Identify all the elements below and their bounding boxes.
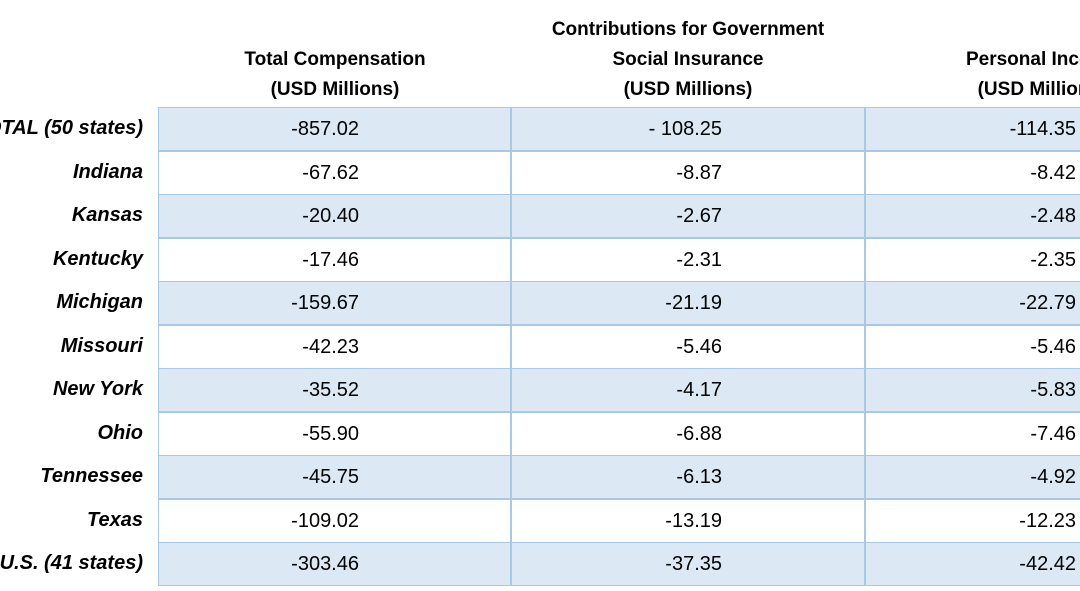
value-cell: -2.35 bbox=[865, 237, 1080, 282]
column-header: Contributions for Government Social Insur… bbox=[488, 15, 888, 105]
value-cell: -109.02 bbox=[158, 498, 511, 543]
value-cell: -2.48 bbox=[865, 194, 1080, 238]
value-cell: -12.23 bbox=[865, 498, 1080, 543]
header-line: (USD Millions) bbox=[623, 79, 753, 100]
value-cell: -5.83 bbox=[865, 368, 1080, 412]
value-cell: -6.88 bbox=[511, 411, 865, 456]
value-cell: -42.23 bbox=[158, 324, 511, 369]
value-cell: -21.19 bbox=[511, 281, 865, 325]
row-label: Tennessee bbox=[40, 465, 143, 487]
row-label: New York bbox=[52, 378, 143, 400]
value-cell: -22.79 bbox=[865, 281, 1080, 325]
value-cell: -37.35 bbox=[511, 542, 865, 586]
value-cell: -303.46 bbox=[158, 542, 511, 586]
value-cell: -5.46 bbox=[511, 324, 865, 369]
value-cell: -2.67 bbox=[511, 194, 865, 238]
value-cell: -159.67 bbox=[158, 281, 511, 325]
header-line: (USD Millions) bbox=[270, 79, 400, 100]
value-cell: -8.42 bbox=[865, 150, 1080, 195]
value-cell: -13.19 bbox=[511, 498, 865, 543]
header-line: Contributions for Government bbox=[551, 19, 825, 40]
row-label: Kentucky bbox=[52, 247, 143, 270]
header-line: Total Compensation bbox=[244, 49, 426, 70]
header-line: Social Insurance bbox=[612, 49, 764, 70]
value-cell: -35.52 bbox=[158, 368, 511, 412]
value-cell: -857.02 bbox=[158, 107, 511, 151]
value-cell: -8.87 bbox=[511, 150, 865, 195]
header-line: Personal Income bbox=[965, 49, 1080, 70]
row-label: Indiana bbox=[72, 160, 143, 183]
value-cell: -45.75 bbox=[158, 455, 511, 499]
value-cell: -17.46 bbox=[158, 237, 511, 282]
value-cell: - 108.25 bbox=[511, 107, 865, 151]
row-label: Ohio bbox=[97, 421, 143, 444]
value-cell: -7.46 bbox=[865, 411, 1080, 456]
value-cell: -20.40 bbox=[158, 194, 511, 238]
value-cell: -4.17 bbox=[511, 368, 865, 412]
column-header: Personal Income (USD Millions) bbox=[842, 45, 1080, 105]
column-header: Total Compensation (USD Millions) bbox=[135, 45, 535, 105]
value-cell: -67.62 bbox=[158, 150, 511, 195]
row-label: Texas bbox=[87, 508, 143, 531]
row-label: Michigan bbox=[56, 291, 143, 313]
value-cell: -114.35 bbox=[865, 107, 1080, 151]
value-cell: -5.46 bbox=[865, 324, 1080, 369]
value-cell: -55.90 bbox=[158, 411, 511, 456]
value-cell: -6.13 bbox=[511, 455, 865, 499]
row-label: Missouri bbox=[60, 334, 143, 357]
row-label: Rest of U.S. (41 states) bbox=[0, 552, 143, 574]
row-label: TOTAL (50 states) bbox=[0, 117, 143, 139]
value-cell: -2.31 bbox=[511, 237, 865, 282]
header-line: (USD Millions) bbox=[977, 79, 1080, 100]
value-cell: -4.92 bbox=[865, 455, 1080, 499]
value-cell: -42.42 bbox=[865, 542, 1080, 586]
row-label: Kansas bbox=[71, 204, 143, 226]
